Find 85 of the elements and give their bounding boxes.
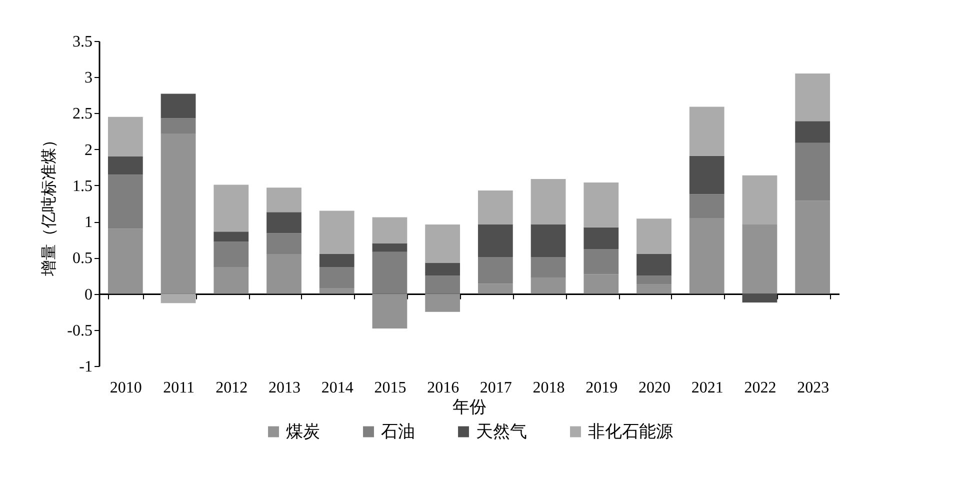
bar [108,228,143,294]
bar [372,217,408,244]
y-tick-label: 2.5 [72,106,92,123]
y-tick-label: -1 [79,358,92,376]
bar [636,284,672,294]
bar [214,184,249,232]
bar [795,200,830,294]
y-axis-title: 增量（亿吨标准煤） [39,132,58,277]
x-tick-label: 2019 [586,380,618,396]
bar [266,188,302,212]
bar [266,233,302,254]
bar [160,133,196,294]
bar [530,256,566,278]
bar [689,194,724,218]
bar [478,284,513,294]
bar [742,294,778,302]
legend-label: 非化石能源 [588,422,673,442]
y-tick-label: -0.5 [67,322,92,340]
bar [795,142,830,201]
bar [425,294,460,312]
bar [742,175,778,224]
bar [372,252,408,294]
bar [795,74,830,122]
x-tick-label: 2020 [638,380,670,396]
bar [319,288,354,294]
bar [636,254,672,276]
bar [425,276,460,294]
x-tick-label: 2013 [268,380,300,396]
bar [214,242,249,268]
x-tick-label: 2014 [321,380,354,396]
bar [214,232,249,242]
x-tick-label: 2017 [480,380,512,396]
bar [478,224,513,257]
bar [319,210,354,254]
x-tick-label: 2021 [691,380,724,396]
x-tick-label: 2018 [532,380,565,396]
x-tick-label: 2015 [374,380,406,396]
legend-label: 石油 [381,422,415,442]
bar [584,227,619,249]
x-tick-label: 2011 [163,380,194,396]
bar [742,224,778,294]
bar [108,174,143,229]
bar [478,190,513,224]
bar [689,218,724,294]
bar [160,94,196,118]
bar [584,274,619,294]
bar [372,294,408,328]
bar [266,254,302,294]
y-tick-label: 0 [84,286,92,304]
bar [214,267,249,294]
bar [319,267,354,288]
bar [636,276,672,284]
bar [584,249,619,274]
bar [266,212,302,234]
x-tick-label: 2023 [797,380,830,396]
y-tick-label: 3.5 [72,34,92,50]
x-tick-label: 2022 [744,380,776,396]
bar [108,156,143,175]
bar [478,256,513,284]
y-tick-label: 0.5 [72,250,92,268]
bar [689,156,724,194]
bar [160,118,196,134]
y-tick-label: 2 [84,142,92,159]
legend-label: 煤炭 [286,422,320,442]
x-tick-label: 2016 [427,380,460,396]
y-tick-label: 1 [84,214,92,232]
x-tick-label: 2010 [110,380,142,396]
x-tick-label: 2012 [216,380,248,396]
bar [636,218,672,254]
bar [795,121,830,143]
x-axis-title: 年份 [452,398,486,416]
bar [425,262,460,276]
bar [319,254,354,268]
bar [372,243,408,252]
bar [530,224,566,257]
bar [160,294,196,304]
bar [530,278,566,294]
y-tick-label: 1.5 [72,178,92,195]
y-tick-label: 3 [84,70,92,87]
bar [584,182,619,228]
bar [425,224,460,263]
bar [530,178,566,224]
bar [689,106,724,156]
bar [108,116,143,157]
legend-label: 天然气 [476,422,527,442]
